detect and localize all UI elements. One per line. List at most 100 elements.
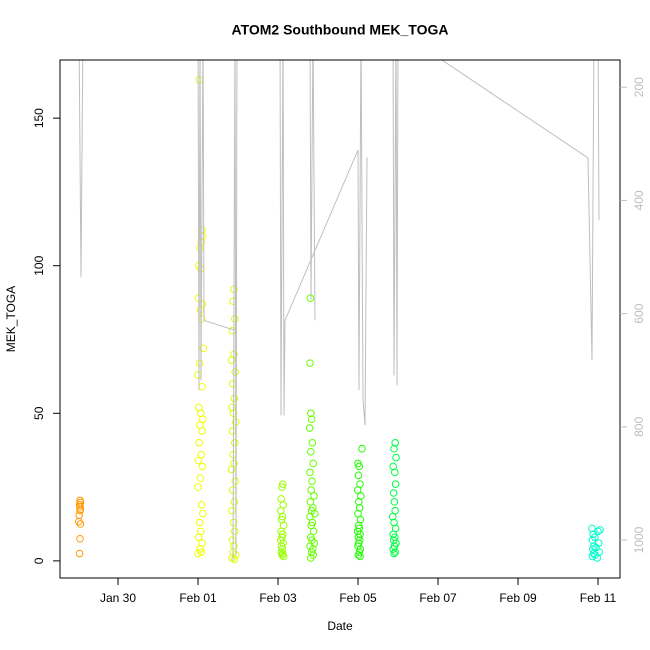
scatter-point [194, 483, 202, 491]
scatter-point [228, 427, 237, 435]
y-axis-label: MEK_TOGA [4, 286, 18, 352]
scatter-point [75, 517, 83, 526]
scatter-point [227, 465, 236, 474]
y-tick-label: 50 [32, 406, 46, 420]
scatter-point [195, 75, 203, 84]
scatter-point [75, 549, 84, 558]
scatter-point [355, 462, 364, 471]
scatter-point [194, 549, 202, 558]
x-tick-label: Feb 09 [499, 591, 537, 605]
scatter-point [306, 359, 314, 367]
scatter-point [391, 468, 399, 477]
x-tick-label: Feb 05 [339, 591, 377, 605]
x-tick-label: Feb 03 [259, 591, 297, 605]
scatter-point [391, 439, 400, 447]
scatter-point [310, 492, 318, 500]
scatter-point [231, 439, 239, 447]
plot-frame [59, 59, 621, 579]
scatter-point [198, 427, 206, 435]
scatter-point [230, 498, 239, 506]
scatter-point [389, 489, 398, 497]
x-tick-label: Feb 11 [580, 591, 617, 605]
chart-title: ATOM2 Southbound MEK_TOGA [232, 22, 449, 38]
scatter-point [305, 424, 314, 432]
y-tick-label: 0 [32, 557, 46, 564]
scatter-point [76, 506, 84, 515]
scatter-point [391, 480, 400, 488]
scatter-point [197, 501, 206, 509]
scatter-point [354, 551, 363, 559]
y2-tick-label: 600 [632, 303, 646, 323]
scatter-point [279, 549, 287, 558]
scatter-point [306, 294, 315, 302]
scatter-point [277, 542, 286, 550]
scatter-point [199, 509, 207, 518]
scatter-point [390, 444, 398, 453]
scatter-point [307, 554, 315, 562]
scatter-point [309, 527, 318, 536]
scatter-point [596, 526, 604, 534]
x-tick-label: Feb 07 [419, 591, 457, 605]
scatter-point [227, 356, 236, 364]
scatter-point [278, 551, 286, 559]
scatter-point [194, 456, 203, 465]
scatter-point [229, 379, 237, 388]
y2-tick-label: 1000 [632, 526, 646, 553]
scatter-point [355, 498, 363, 506]
scatter-point [588, 552, 597, 561]
y2-tick-label: 200 [632, 77, 646, 97]
x-axis-label: Date [327, 619, 353, 633]
scatter-point [277, 548, 286, 556]
scatter-point [355, 548, 364, 556]
y-tick-label: 100 [32, 255, 46, 275]
scatter-point [76, 520, 85, 528]
y2-tick-label: 800 [632, 417, 646, 437]
scatter-point [356, 552, 364, 561]
x-tick-label: Jan 30 [100, 591, 136, 605]
scatter-point [308, 477, 316, 485]
line-trace [78, 60, 600, 561]
scatter-point [198, 382, 206, 391]
scatter-point [588, 524, 596, 533]
scatter-point [307, 409, 315, 418]
scatter-point [279, 480, 287, 488]
scatter-point [307, 415, 316, 424]
scatter-point [230, 555, 239, 564]
scatter-point [355, 521, 363, 530]
scatter-point [194, 371, 202, 379]
scatter-point [593, 554, 602, 562]
scatter-point [308, 439, 317, 447]
scatter-point [197, 238, 205, 246]
scatter-point [198, 462, 207, 471]
scatter-point [231, 477, 239, 485]
scatter-point [309, 459, 318, 468]
scatter-point [307, 486, 316, 494]
scatter-point [199, 344, 207, 353]
scatter-point [195, 533, 203, 542]
scatter-point [389, 512, 397, 521]
y2-tick-label: 400 [632, 190, 646, 210]
scatter-point [195, 439, 203, 447]
scatter-point [278, 512, 287, 521]
scatter-point [390, 498, 399, 506]
x-tick-label: Feb 01 [179, 591, 217, 605]
scatter-point [195, 518, 204, 527]
y-tick-label: 150 [32, 108, 46, 128]
scatter-point [196, 474, 205, 483]
scatter-point [197, 450, 205, 459]
scatter-point [228, 506, 236, 515]
scatter-point [390, 549, 398, 558]
scatter-point [353, 486, 362, 494]
scatter-point [392, 453, 400, 462]
scatter-point [307, 447, 315, 456]
scatter-point [279, 552, 288, 561]
scatter-point [195, 359, 204, 367]
scatter-point [306, 468, 314, 477]
scatter-point [230, 394, 239, 403]
scatter-point [358, 444, 366, 453]
scatter-point [230, 542, 238, 550]
scatter-point [199, 415, 207, 424]
scatter-point [391, 548, 400, 556]
scatter-point [354, 471, 363, 480]
